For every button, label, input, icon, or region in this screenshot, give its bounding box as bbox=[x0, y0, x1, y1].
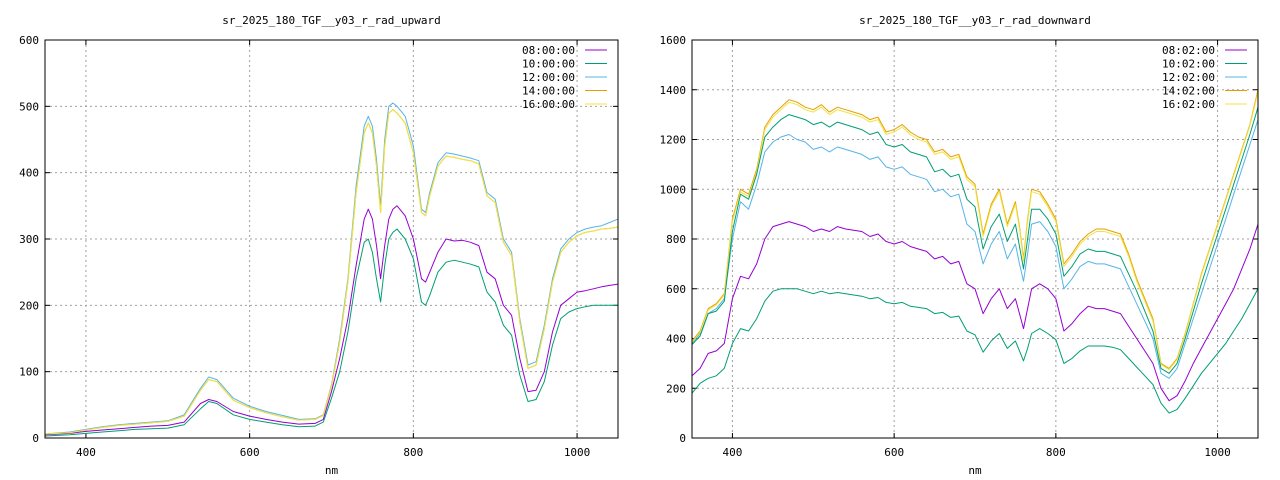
y-tick-label: 600 bbox=[19, 34, 39, 47]
plot-frame bbox=[44, 39, 619, 439]
series-line bbox=[692, 119, 1258, 379]
legend-label: 16:00:00 bbox=[522, 98, 575, 111]
x-tick-label: 400 bbox=[722, 446, 742, 459]
legend-label: 10:00:00 bbox=[522, 58, 575, 71]
legend-label: 12:00:00 bbox=[522, 71, 575, 84]
y-tick-label: 400 bbox=[666, 333, 686, 346]
chart-title: sr_2025_180_TGF__y03_r_rad_upward bbox=[222, 14, 441, 27]
x-tick-label: 800 bbox=[1046, 446, 1066, 459]
y-tick-label: 300 bbox=[19, 233, 39, 246]
y-tick-label: 500 bbox=[19, 100, 39, 113]
series-line bbox=[692, 288, 1258, 414]
y-tick-label: 1000 bbox=[660, 183, 687, 196]
y-tick-label: 1400 bbox=[660, 84, 687, 97]
y-tick-label: 0 bbox=[32, 432, 39, 445]
legend-label: 08:02:00 bbox=[1162, 44, 1215, 57]
chart-downward: sr_2025_180_TGF__y03_r_rad_downward nm 0… bbox=[660, 14, 1259, 477]
series-line bbox=[45, 102, 618, 435]
plot-frame bbox=[691, 39, 1259, 439]
legend-label: 10:02:00 bbox=[1162, 58, 1215, 71]
series-line bbox=[692, 107, 1258, 374]
x-tick-label: 800 bbox=[403, 446, 423, 459]
x-tick-label: 1000 bbox=[564, 446, 591, 459]
x-tick-label: 600 bbox=[884, 446, 904, 459]
chart-upward: sr_2025_180_TGF__y03_r_rad_upward nm 0 10… bbox=[19, 14, 619, 477]
y-tick-label: 0 bbox=[679, 432, 686, 445]
y-tick-label: 100 bbox=[19, 366, 39, 379]
x-axis-label: nm bbox=[968, 464, 982, 477]
series-line bbox=[45, 205, 618, 436]
legend-label: 08:00:00 bbox=[522, 44, 575, 57]
legend-label: 14:00:00 bbox=[522, 85, 575, 98]
y-tick-label: 800 bbox=[666, 233, 686, 246]
legend-label: 12:02:00 bbox=[1162, 71, 1215, 84]
y-tick-label: 1200 bbox=[660, 134, 687, 147]
x-tick-label: 400 bbox=[76, 446, 96, 459]
x-axis-label: nm bbox=[325, 464, 339, 477]
x-tick-label: 600 bbox=[240, 446, 260, 459]
series-line bbox=[45, 228, 618, 437]
y-tick-label: 200 bbox=[19, 299, 39, 312]
x-tick-label: 1000 bbox=[1204, 446, 1231, 459]
y-tick-label: 200 bbox=[666, 382, 686, 395]
series-line bbox=[692, 221, 1258, 402]
series-line bbox=[692, 92, 1258, 371]
y-tick-label: 400 bbox=[19, 167, 39, 180]
y-tick-label: 1600 bbox=[660, 34, 687, 47]
series-line bbox=[692, 89, 1258, 369]
series-line bbox=[45, 109, 618, 435]
legend-label: 16:02:00 bbox=[1162, 98, 1215, 111]
chart-title: sr_2025_180_TGF__y03_r_rad_downward bbox=[859, 14, 1091, 27]
y-tick-label: 600 bbox=[666, 283, 686, 296]
legend-label: 14:02:00 bbox=[1162, 85, 1215, 98]
